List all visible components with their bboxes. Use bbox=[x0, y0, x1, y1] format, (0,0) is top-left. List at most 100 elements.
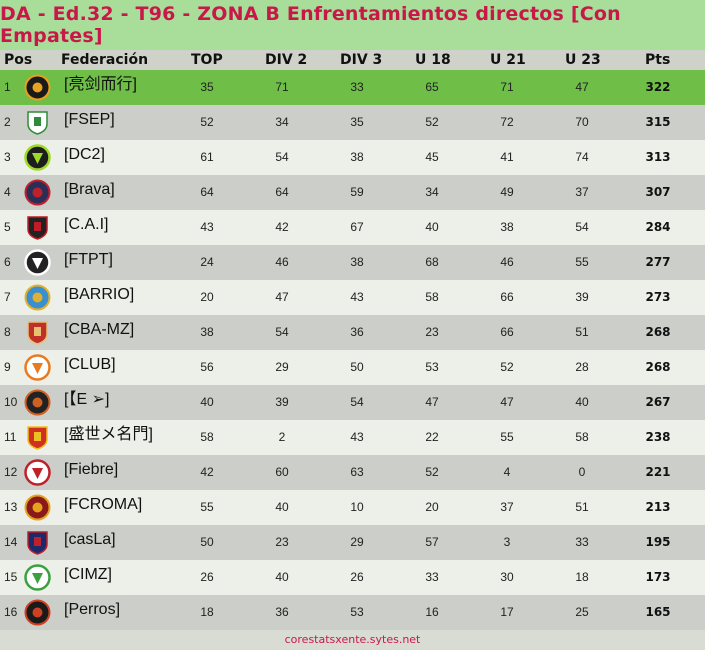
winged-shield-icon bbox=[24, 284, 51, 311]
table-row: 14 [casLa] 50 23 29 57 3 33 195 bbox=[0, 525, 705, 560]
page-title: DA - Ed.32 - T96 - ZONA B Enfrentamiento… bbox=[0, 3, 621, 47]
score-u21: 49 bbox=[500, 185, 514, 199]
table-row: 8 [CBA-MZ] 38 54 36 23 66 51 268 bbox=[0, 315, 705, 350]
footer-link[interactable]: corestatsxente.sytes.net bbox=[284, 633, 421, 646]
score-u23: 54 bbox=[575, 220, 589, 234]
row-position: 5 bbox=[4, 220, 11, 234]
score-div2: 64 bbox=[275, 185, 289, 199]
score-u21: 55 bbox=[500, 430, 514, 444]
score-div2: 23 bbox=[275, 535, 289, 549]
total-points: 315 bbox=[645, 115, 671, 129]
score-top: 56 bbox=[200, 360, 214, 374]
federation-name: [FTPT] bbox=[64, 251, 113, 268]
federation-name: [亮剑而行] bbox=[64, 76, 137, 93]
san-lorenzo-crest-icon bbox=[27, 531, 48, 555]
score-top: 20 bbox=[200, 290, 214, 304]
total-points: 268 bbox=[645, 360, 671, 374]
score-u23: 37 bbox=[575, 185, 589, 199]
row-position: 12 bbox=[4, 465, 18, 479]
score-u18: 45 bbox=[425, 150, 439, 164]
federation-name: [FSEP] bbox=[64, 111, 115, 128]
score-u23: 25 bbox=[575, 605, 589, 619]
row-position: 6 bbox=[4, 255, 11, 269]
table-row: 6 [FTPT] 24 46 38 68 46 55 277 bbox=[0, 245, 705, 280]
score-div3: 29 bbox=[350, 535, 364, 549]
header-top: TOP bbox=[191, 52, 223, 68]
total-points: 268 bbox=[645, 325, 671, 339]
federation-name: [casLa] bbox=[64, 531, 116, 548]
table-row: 4 [Brava] 64 64 59 34 49 37 307 bbox=[0, 175, 705, 210]
score-div2: 36 bbox=[275, 605, 289, 619]
total-points: 238 bbox=[645, 430, 671, 444]
score-u21: 38 bbox=[500, 220, 514, 234]
total-points: 313 bbox=[645, 150, 671, 164]
total-points: 267 bbox=[645, 395, 671, 409]
header-u18: U 18 bbox=[415, 52, 451, 68]
score-div2: 46 bbox=[275, 255, 289, 269]
score-u18: 65 bbox=[425, 80, 439, 94]
row-position: 1 bbox=[4, 80, 11, 94]
score-div2: 60 bbox=[275, 465, 289, 479]
score-u23: 70 bbox=[575, 115, 589, 129]
score-u23: 51 bbox=[575, 500, 589, 514]
green-circle-crest-icon bbox=[24, 564, 51, 591]
federation-name: [【E ➢] bbox=[64, 391, 110, 408]
score-u23: 58 bbox=[575, 430, 589, 444]
score-top: 52 bbox=[200, 115, 214, 129]
score-div2: 40 bbox=[275, 570, 289, 584]
anchor-crest-icon bbox=[24, 249, 51, 276]
score-div2: 54 bbox=[275, 325, 289, 339]
score-top: 24 bbox=[200, 255, 214, 269]
score-u18: 40 bbox=[425, 220, 439, 234]
score-div2: 54 bbox=[275, 150, 289, 164]
score-div3: 50 bbox=[350, 360, 364, 374]
table-row: 5 [C.A.I] 43 42 67 40 38 54 284 bbox=[0, 210, 705, 245]
dc-shield-icon bbox=[24, 144, 51, 171]
score-u23: 40 bbox=[575, 395, 589, 409]
score-top: 35 bbox=[200, 80, 214, 94]
total-points: 322 bbox=[645, 80, 671, 94]
total-points: 307 bbox=[645, 185, 671, 199]
row-position: 16 bbox=[4, 605, 18, 619]
row-position: 13 bbox=[4, 500, 18, 514]
header-div3: DIV 3 bbox=[340, 52, 383, 68]
row-position: 9 bbox=[4, 360, 11, 374]
score-u23: 18 bbox=[575, 570, 589, 584]
federation-name: [BARRIO] bbox=[64, 286, 135, 303]
ball-crest-icon bbox=[24, 354, 51, 381]
table-row: 2 [FSEP] 52 34 35 52 72 70 315 bbox=[0, 105, 705, 140]
score-u21: 66 bbox=[500, 290, 514, 304]
dog-crest-icon bbox=[24, 599, 51, 626]
header-u21: U 21 bbox=[490, 52, 526, 68]
score-top: 18 bbox=[200, 605, 214, 619]
score-div3: 59 bbox=[350, 185, 364, 199]
total-points: 165 bbox=[645, 605, 671, 619]
score-u21: 37 bbox=[500, 500, 514, 514]
score-u21: 17 bbox=[500, 605, 514, 619]
score-div2: 39 bbox=[275, 395, 289, 409]
federation-name: [盛世メ名門] bbox=[64, 426, 153, 443]
palm-tree-crest-icon bbox=[27, 111, 48, 135]
total-points: 277 bbox=[645, 255, 671, 269]
roma-crest-icon bbox=[24, 494, 51, 521]
score-div3: 54 bbox=[350, 395, 364, 409]
header-federacion: Federación bbox=[61, 52, 149, 68]
red-ball-crest-icon bbox=[24, 459, 51, 486]
header-u23: U 23 bbox=[565, 52, 601, 68]
federation-name: [CBA-MZ] bbox=[64, 321, 135, 338]
score-div3: 38 bbox=[350, 150, 364, 164]
score-div3: 10 bbox=[350, 500, 364, 514]
total-points: 173 bbox=[645, 570, 671, 584]
federation-name: [C.A.I] bbox=[64, 216, 109, 233]
score-div3: 43 bbox=[350, 290, 364, 304]
federation-name: [Brava] bbox=[64, 181, 115, 198]
score-div3: 26 bbox=[350, 570, 364, 584]
score-div3: 38 bbox=[350, 255, 364, 269]
score-u23: 47 bbox=[575, 80, 589, 94]
score-div2: 40 bbox=[275, 500, 289, 514]
score-u21: 4 bbox=[503, 465, 511, 479]
independiente-crest-icon bbox=[27, 216, 48, 240]
phoenix-crest-icon bbox=[24, 74, 51, 101]
total-points: 195 bbox=[645, 535, 671, 549]
header-pts: Pts bbox=[645, 52, 671, 68]
